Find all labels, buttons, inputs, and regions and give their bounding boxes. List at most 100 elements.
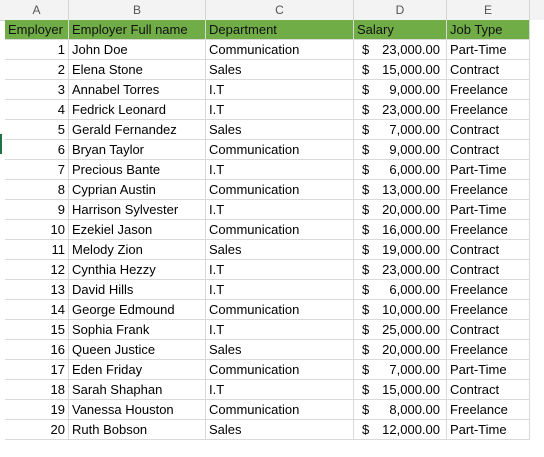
header-cell-salary[interactable]: Salary	[354, 20, 447, 40]
job-type-cell[interactable]: Freelance	[447, 300, 530, 320]
employer-id-cell[interactable]: 8	[5, 180, 69, 200]
full-name-cell[interactable]: Queen Justice	[69, 340, 206, 360]
salary-cell[interactable]: $9,000.00	[354, 80, 447, 100]
employer-id-cell[interactable]: 4	[5, 100, 69, 120]
full-name-cell[interactable]: Gerald Fernandez	[69, 120, 206, 140]
salary-cell[interactable]: $15,000.00	[354, 60, 447, 80]
full-name-cell[interactable]: Bryan Taylor	[69, 140, 206, 160]
full-name-cell[interactable]: Ezekiel Jason	[69, 220, 206, 240]
job-type-cell[interactable]: Contract	[447, 140, 530, 160]
job-type-cell[interactable]: Contract	[447, 260, 530, 280]
salary-cell[interactable]: $12,000.00	[354, 420, 447, 440]
full-name-cell[interactable]: Annabel Torres	[69, 80, 206, 100]
department-cell[interactable]: Sales	[206, 340, 354, 360]
employer-id-cell[interactable]: 15	[5, 320, 69, 340]
employer-id-cell[interactable]: 18	[5, 380, 69, 400]
full-name-cell[interactable]: Vanessa Houston	[69, 400, 206, 420]
employer-id-cell[interactable]: 3	[5, 80, 69, 100]
job-type-cell[interactable]: Part-Time	[447, 420, 530, 440]
job-type-cell[interactable]: Freelance	[447, 100, 530, 120]
department-cell[interactable]: I.T	[206, 260, 354, 280]
department-cell[interactable]: I.T	[206, 100, 354, 120]
employer-id-cell[interactable]: 6	[5, 140, 69, 160]
salary-cell[interactable]: $19,000.00	[354, 240, 447, 260]
full-name-cell[interactable]: Ruth Bobson	[69, 420, 206, 440]
department-cell[interactable]: I.T	[206, 80, 354, 100]
salary-cell[interactable]: $10,000.00	[354, 300, 447, 320]
department-cell[interactable]: I.T	[206, 200, 354, 220]
employer-id-cell[interactable]: 14	[5, 300, 69, 320]
department-cell[interactable]: Sales	[206, 120, 354, 140]
department-cell[interactable]: I.T	[206, 320, 354, 340]
employer-id-cell[interactable]: 2	[5, 60, 69, 80]
salary-cell[interactable]: $25,000.00	[354, 320, 447, 340]
employer-id-cell[interactable]: 5	[5, 120, 69, 140]
column-header-d[interactable]: D	[354, 0, 447, 20]
salary-cell[interactable]: $23,000.00	[354, 260, 447, 280]
department-cell[interactable]: Communication	[206, 400, 354, 420]
header-cell-full-name[interactable]: Employer Full name	[69, 20, 206, 40]
full-name-cell[interactable]: Harrison Sylvester	[69, 200, 206, 220]
department-cell[interactable]: Sales	[206, 420, 354, 440]
job-type-cell[interactable]: Freelance	[447, 280, 530, 300]
salary-cell[interactable]: $20,000.00	[354, 340, 447, 360]
salary-cell[interactable]: $7,000.00	[354, 360, 447, 380]
full-name-cell[interactable]: Elena Stone	[69, 60, 206, 80]
job-type-cell[interactable]: Contract	[447, 60, 530, 80]
salary-cell[interactable]: $6,000.00	[354, 280, 447, 300]
job-type-cell[interactable]: Part-Time	[447, 40, 530, 60]
employer-id-cell[interactable]: 10	[5, 220, 69, 240]
job-type-cell[interactable]: Contract	[447, 120, 530, 140]
employer-id-cell[interactable]: 16	[5, 340, 69, 360]
department-cell[interactable]: I.T	[206, 380, 354, 400]
salary-cell[interactable]: $13,000.00	[354, 180, 447, 200]
department-cell[interactable]: Communication	[206, 360, 354, 380]
salary-cell[interactable]: $8,000.00	[354, 400, 447, 420]
department-cell[interactable]: Communication	[206, 40, 354, 60]
department-cell[interactable]: Sales	[206, 240, 354, 260]
full-name-cell[interactable]: Cynthia Hezzy	[69, 260, 206, 280]
job-type-cell[interactable]: Freelance	[447, 220, 530, 240]
salary-cell[interactable]: $23,000.00	[354, 100, 447, 120]
salary-cell[interactable]: $16,000.00	[354, 220, 447, 240]
column-header-b[interactable]: B	[69, 0, 206, 20]
next-column-edge[interactable]	[530, 20, 544, 457]
employer-id-cell[interactable]: 7	[5, 160, 69, 180]
full-name-cell[interactable]: David Hills	[69, 280, 206, 300]
salary-cell[interactable]: $9,000.00	[354, 140, 447, 160]
full-name-cell[interactable]: Sophia Frank	[69, 320, 206, 340]
job-type-cell[interactable]: Freelance	[447, 80, 530, 100]
employer-id-cell[interactable]: 11	[5, 240, 69, 260]
full-name-cell[interactable]: Fedrick Leonard	[69, 100, 206, 120]
employer-id-cell[interactable]: 13	[5, 280, 69, 300]
job-type-cell[interactable]: Contract	[447, 240, 530, 260]
department-cell[interactable]: Communication	[206, 300, 354, 320]
department-cell[interactable]: I.T	[206, 280, 354, 300]
full-name-cell[interactable]: George Edmound	[69, 300, 206, 320]
job-type-cell[interactable]: Contract	[447, 320, 530, 340]
full-name-cell[interactable]: Sarah Shaphan	[69, 380, 206, 400]
employer-id-cell[interactable]: 9	[5, 200, 69, 220]
employer-id-cell[interactable]: 20	[5, 420, 69, 440]
job-type-cell[interactable]: Contract	[447, 380, 530, 400]
employer-id-cell[interactable]: 12	[5, 260, 69, 280]
full-name-cell[interactable]: Eden Friday	[69, 360, 206, 380]
salary-cell[interactable]: $23,000.00	[354, 40, 447, 60]
employer-id-cell[interactable]: 17	[5, 360, 69, 380]
department-cell[interactable]: I.T	[206, 160, 354, 180]
salary-cell[interactable]: $7,000.00	[354, 120, 447, 140]
job-type-cell[interactable]: Part-Time	[447, 360, 530, 380]
column-header-e[interactable]: E	[447, 0, 530, 20]
job-type-cell[interactable]: Freelance	[447, 340, 530, 360]
job-type-cell[interactable]: Freelance	[447, 180, 530, 200]
department-cell[interactable]: Communication	[206, 180, 354, 200]
department-cell[interactable]: Communication	[206, 140, 354, 160]
salary-cell[interactable]: $6,000.00	[354, 160, 447, 180]
full-name-cell[interactable]: Melody Zion	[69, 240, 206, 260]
full-name-cell[interactable]: Cyprian Austin	[69, 180, 206, 200]
job-type-cell[interactable]: Freelance	[447, 400, 530, 420]
employer-id-cell[interactable]: 1	[5, 40, 69, 60]
full-name-cell[interactable]: Precious Bante	[69, 160, 206, 180]
job-type-cell[interactable]: Part-Time	[447, 160, 530, 180]
salary-cell[interactable]: $15,000.00	[354, 380, 447, 400]
